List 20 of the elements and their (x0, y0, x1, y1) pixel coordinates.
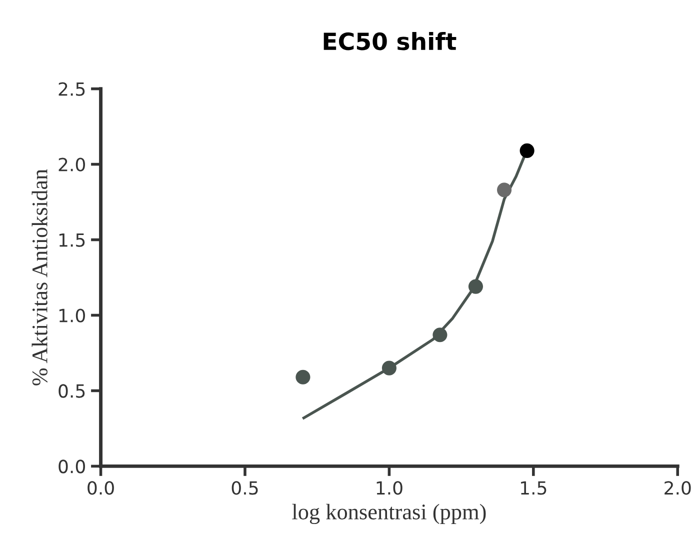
x-tick-label: 1.0 (376, 481, 402, 495)
x-tick-label: 2.0 (664, 481, 691, 495)
point (468, 279, 484, 294)
x-tick-label: 0.0 (88, 481, 114, 495)
y-tick-label: 0.5 (58, 384, 85, 398)
point (432, 328, 448, 342)
point (520, 143, 534, 158)
point (497, 182, 512, 198)
y-tick-label: 0.0 (58, 460, 85, 474)
y-tick-label: 2.5 (58, 82, 85, 96)
x-tick-label: 1.5 (521, 481, 546, 495)
y-axis-title: % Aktivitas Antioksidan (32, 169, 48, 386)
y-tick-label: 1.0 (59, 308, 85, 322)
point (296, 370, 310, 384)
y-tick-label: 1.5 (59, 233, 85, 247)
point (382, 360, 396, 376)
x-axis-title: log konsentrasi (ppm) (292, 504, 486, 524)
y-tick-label: 2.0 (58, 158, 85, 172)
x-tick-label: 0.5 (232, 481, 258, 495)
chart-title: EC50 shift (324, 32, 456, 50)
